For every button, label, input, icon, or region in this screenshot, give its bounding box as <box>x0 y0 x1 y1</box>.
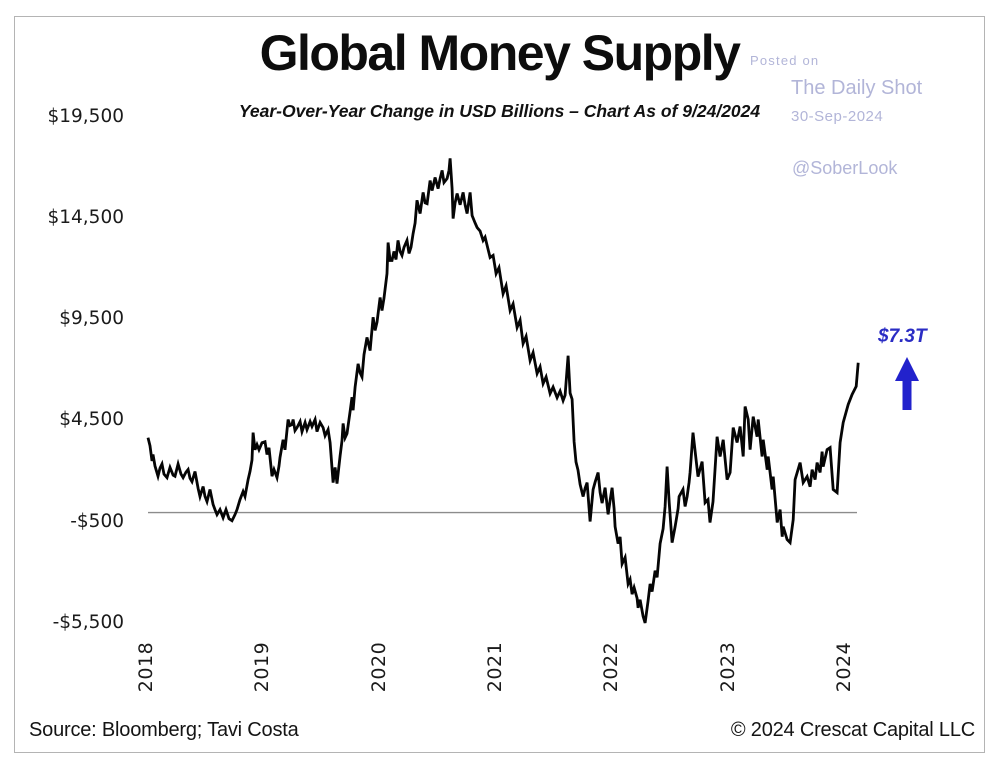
watermark-post-date: 30-Sep-2024 <box>791 108 884 125</box>
end-value-annotation: $7.3T <box>878 326 927 347</box>
chart-subtitle: Year-Over-Year Change in USD Billions – … <box>238 101 761 121</box>
money-supply-line <box>146 158 860 624</box>
up-arrow-icon <box>895 357 919 410</box>
y-axis-tick-label: -$5,500 <box>52 611 124 633</box>
x-axis-tick-label: 2019 <box>251 641 274 693</box>
watermark-posted-on: Posted on <box>750 53 820 68</box>
y-axis-tick-label: $4,500 <box>59 409 124 431</box>
x-axis-tick-label: 2023 <box>716 641 739 693</box>
source-credit: Source: Bloomberg; Tavi Costa <box>29 719 299 741</box>
y-axis-tick-label: -$500 <box>70 510 124 532</box>
watermark-handle: @SoberLook <box>792 158 898 178</box>
copyright-notice: © 2024 Crescat Capital LLC <box>730 719 975 741</box>
outer-border-frame <box>14 16 985 753</box>
x-axis-tick-label: 2024 <box>832 641 855 693</box>
page-title: Global Money Supply <box>259 25 741 81</box>
y-axis-tick-label: $9,500 <box>59 308 124 330</box>
x-axis-tick-label: 2018 <box>135 641 157 693</box>
x-axis-tick-label: 2022 <box>600 641 623 693</box>
y-axis-tick-label: $14,500 <box>47 206 124 228</box>
watermark-site-name: The Daily Shot <box>791 77 923 99</box>
x-axis-tick-label: 2021 <box>483 641 506 693</box>
x-axis-tick-label: 2020 <box>367 641 390 693</box>
y-axis-tick-label: $19,500 <box>47 105 124 127</box>
